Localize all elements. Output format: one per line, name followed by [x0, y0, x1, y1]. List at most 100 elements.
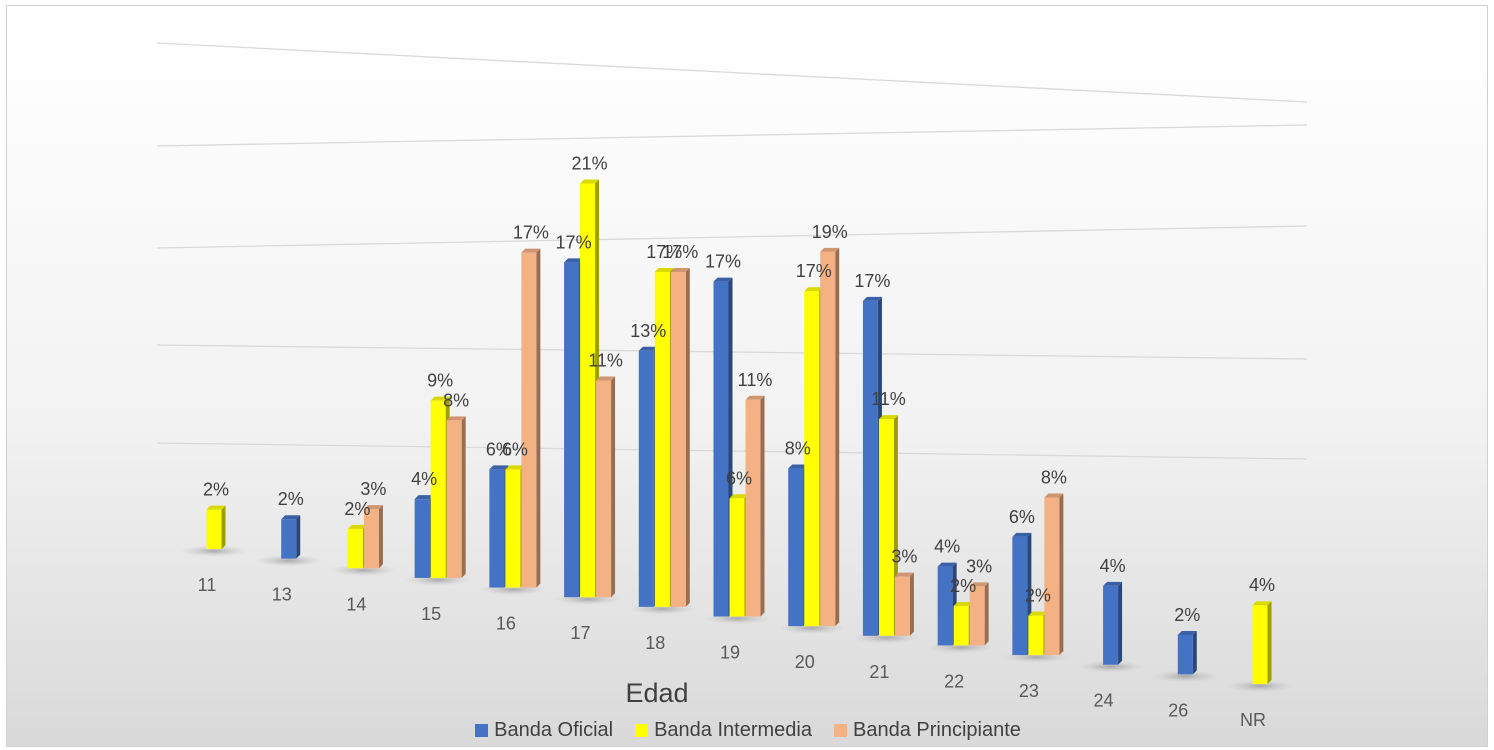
bar-banda-principiante-15 — [446, 420, 462, 578]
data-label: 3% — [360, 479, 386, 499]
data-label: 4% — [411, 469, 437, 489]
bar-banda-intermedia-11 — [206, 509, 222, 549]
legend-swatch — [833, 724, 847, 737]
bar-top — [788, 464, 808, 469]
data-label: 17% — [662, 242, 698, 262]
bar-side — [984, 582, 989, 646]
x-axis-title: Edad — [625, 678, 689, 708]
legend-label: Banda Oficial — [494, 719, 614, 741]
bar-side — [1192, 630, 1197, 675]
bar-banda-intermedia-21 — [878, 419, 894, 636]
bar-side — [1059, 493, 1064, 656]
bar-banda-oficial-24 — [1103, 585, 1119, 665]
bar-banda-principiante-16 — [521, 252, 537, 588]
data-label: 11% — [738, 370, 773, 390]
bar-top — [1012, 532, 1032, 537]
legend-item: Banda Oficial — [475, 719, 613, 742]
bar-banda-oficial-15 — [414, 499, 430, 578]
data-labels: 2% 2% 2%3%4%9%8%6%6%17% 17%21%11%13%17%17% 1… — [203, 154, 1275, 625]
data-label: 4% — [1249, 575, 1275, 595]
bar-top — [894, 572, 914, 577]
bar-top — [564, 258, 584, 263]
x-tick-label: 23 — [1019, 681, 1039, 701]
bar-top — [713, 277, 733, 282]
bar-top — [1177, 630, 1197, 635]
bar-top — [1103, 581, 1123, 586]
bar-banda-intermedia-23 — [1028, 615, 1044, 656]
bar-side — [1118, 581, 1123, 665]
bar-side — [378, 505, 383, 569]
bar-top — [937, 562, 957, 567]
bar-top — [969, 582, 989, 587]
bar-top — [654, 267, 674, 272]
legend: Banda Oficial Banda Intermedia Banda Princ… — [7, 719, 1487, 742]
data-label: 11% — [871, 389, 906, 409]
bar-banda-principiante-23 — [1044, 497, 1060, 656]
x-tick-label: 19 — [720, 643, 740, 663]
bar-top — [489, 465, 509, 470]
bar-banda-intermedia-nr — [1252, 605, 1268, 684]
data-label: 3% — [966, 556, 992, 576]
bar-shadow — [1226, 680, 1294, 692]
bar-shadow — [329, 564, 398, 577]
bar-top — [363, 505, 383, 510]
data-label: 2% — [344, 499, 370, 519]
data-label: 6% — [502, 439, 528, 459]
x-tick-label: 16 — [496, 614, 516, 634]
bar-banda-intermedia-15 — [430, 400, 446, 578]
bar-banda-principiante-18 — [670, 271, 686, 607]
bar-top — [521, 248, 541, 253]
data-label: 6% — [486, 439, 512, 459]
bar-side — [835, 247, 840, 627]
bar-top — [820, 247, 840, 252]
bars — [206, 179, 1272, 684]
bar-side — [221, 505, 226, 549]
legend-label: Banda Intermedia — [654, 719, 812, 741]
data-label: 13% — [630, 321, 666, 341]
bar-banda-oficial-23 — [1012, 536, 1028, 656]
x-tick-label: 14 — [346, 594, 366, 614]
x-tick-label: 18 — [645, 633, 665, 653]
x-tick-label: 13 — [272, 585, 292, 605]
legend-item: Banda Intermedia — [635, 719, 812, 742]
chart-frame: 2% 2% 2% 3% 4% 9% 8% 6% 6% 17% 17% 21% 11% 13% 17% 17% 1… — [6, 5, 1488, 747]
x-tick-label: 24 — [1094, 691, 1114, 711]
data-label: 21% — [572, 154, 608, 174]
data-label: 2% — [950, 576, 976, 596]
x-tick-label: NR — [1240, 710, 1266, 730]
data-label: 4% — [1100, 556, 1126, 576]
data-label: 6% — [1009, 507, 1035, 527]
plot-background — [7, 31, 1487, 746]
bar-top — [281, 515, 301, 520]
bar-side — [536, 248, 541, 588]
bar-top — [638, 346, 658, 351]
bar-top — [1028, 611, 1048, 616]
legend-swatch — [635, 724, 649, 737]
bar-side — [296, 515, 301, 559]
data-label: 3% — [891, 547, 917, 567]
bar-banda-intermedia-22 — [953, 606, 969, 646]
legend-item: Banda Principiante — [833, 719, 1021, 742]
bar-side — [760, 395, 765, 617]
data-label: 17% — [646, 242, 682, 262]
bar-banda-oficial-20 — [788, 468, 804, 627]
bar-top — [347, 524, 367, 529]
bar-banda-intermedia-19 — [729, 498, 745, 617]
data-label: 2% — [278, 489, 304, 509]
gridline — [156, 225, 1308, 249]
bar-banda-principiante-22 — [969, 586, 985, 646]
bar-banda-oficial-13 — [281, 519, 297, 559]
bar-banda-principiante-20 — [820, 251, 836, 627]
x-tick-label: 21 — [869, 662, 889, 682]
legend-label: Banda Principiante — [852, 719, 1021, 741]
data-label: 17% — [796, 261, 832, 281]
x-tick-label: 26 — [1168, 700, 1188, 720]
data-label: 8% — [443, 390, 469, 410]
bar-banda-oficial-19 — [713, 281, 729, 617]
data-label: 17% — [556, 232, 592, 252]
bar-top — [596, 376, 616, 381]
bar-top — [804, 287, 824, 292]
bar-banda-oficial-16 — [489, 469, 505, 588]
data-label: 17% — [705, 252, 741, 272]
x-tick-label: 11 — [198, 575, 217, 595]
